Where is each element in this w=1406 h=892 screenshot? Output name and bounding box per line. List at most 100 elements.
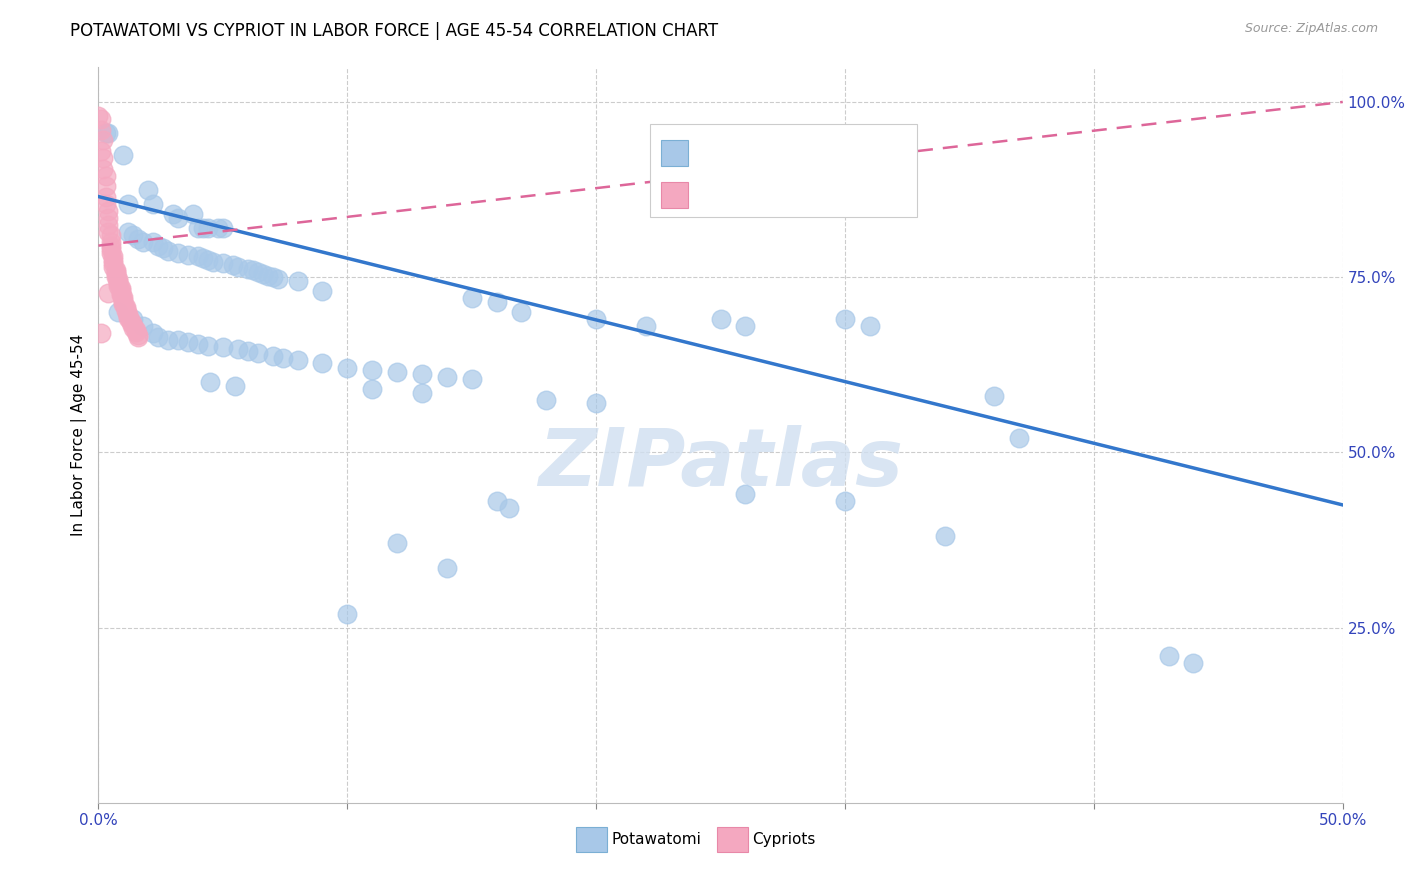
Point (271, 351, 294, 365)
Point (127, 330, 149, 344)
Point (585, 312, 607, 326)
Point (94, 179, 117, 194)
Point (226, 260, 249, 274)
Point (117, 310, 139, 325)
Point (287, 352, 309, 367)
Point (256, 268, 278, 283)
Point (485, 294, 508, 309)
Point (114, 303, 136, 318)
Point (252, 267, 274, 281)
Point (246, 264, 269, 278)
Point (142, 235, 165, 249)
Point (157, 333, 180, 347)
Point (127, 327, 149, 342)
Point (167, 211, 190, 225)
Point (93, 161, 115, 176)
Point (87, 109, 110, 123)
Point (142, 196, 165, 211)
Point (336, 361, 359, 376)
Point (167, 245, 190, 260)
Text: Source: ZipAtlas.com: Source: ZipAtlas.com (1244, 22, 1378, 36)
Point (125, 325, 148, 339)
Point (460, 291, 484, 305)
Point (211, 221, 233, 235)
Point (122, 312, 145, 326)
Point (983, 389, 1005, 403)
Point (1182, 656, 1205, 670)
Point (162, 207, 184, 221)
Point (114, 300, 136, 314)
Point (100, 245, 122, 260)
Point (90, 112, 112, 127)
Point (460, 372, 484, 386)
Text: ZIPatlas: ZIPatlas (538, 425, 903, 503)
Point (436, 369, 458, 384)
Point (385, 365, 408, 379)
Point (207, 221, 229, 235)
Point (97, 225, 120, 239)
Point (90, 326, 112, 341)
Point (107, 274, 129, 288)
Point (187, 336, 209, 351)
Point (236, 343, 259, 358)
Point (181, 207, 204, 221)
Point (226, 342, 249, 356)
Point (93, 151, 115, 165)
Point (90, 144, 112, 158)
Point (107, 305, 129, 319)
Point (104, 263, 127, 277)
Point (122, 228, 145, 243)
Point (90, 123, 112, 137)
Point (114, 301, 136, 316)
Point (287, 274, 309, 288)
Point (94, 196, 117, 211)
Point (110, 285, 132, 300)
Point (112, 297, 135, 311)
Point (167, 333, 190, 347)
Point (262, 270, 284, 285)
Point (104, 265, 127, 279)
Point (536, 392, 558, 407)
Point (200, 376, 222, 390)
Point (436, 561, 458, 575)
Point (100, 238, 122, 252)
Text: POTAWATOMI VS CYPRIOT IN LABOR FORCE | AGE 45-54 CORRELATION CHART: POTAWATOMI VS CYPRIOT IN LABOR FORCE | A… (70, 22, 718, 40)
Point (152, 241, 174, 255)
Point (117, 225, 139, 239)
Point (859, 319, 882, 334)
Point (132, 319, 155, 334)
Text: Potawatomi: Potawatomi (612, 832, 702, 847)
Point (112, 290, 135, 304)
Point (157, 244, 180, 258)
Point (93, 134, 115, 148)
Point (411, 385, 433, 400)
Point (177, 248, 200, 262)
Text: R =  0.032   N = 56: R = 0.032 N = 56 (700, 182, 876, 200)
Point (142, 326, 165, 341)
Point (311, 356, 333, 370)
Point (94, 127, 117, 141)
Point (94, 189, 117, 203)
Point (1008, 431, 1031, 445)
Point (146, 330, 169, 344)
Point (361, 382, 384, 396)
Point (107, 271, 129, 285)
Point (146, 238, 169, 252)
Point (117, 196, 139, 211)
Point (125, 323, 148, 337)
Point (100, 242, 122, 256)
Point (103, 252, 125, 267)
Point (97, 127, 120, 141)
Point (136, 183, 159, 197)
Point (94, 169, 117, 183)
Point (122, 320, 145, 334)
Point (498, 501, 520, 516)
Point (1157, 648, 1180, 663)
Point (104, 268, 127, 282)
Point (127, 232, 149, 246)
Point (361, 362, 384, 376)
Point (112, 293, 135, 307)
Point (110, 281, 132, 295)
Point (97, 211, 120, 225)
Point (242, 263, 264, 277)
